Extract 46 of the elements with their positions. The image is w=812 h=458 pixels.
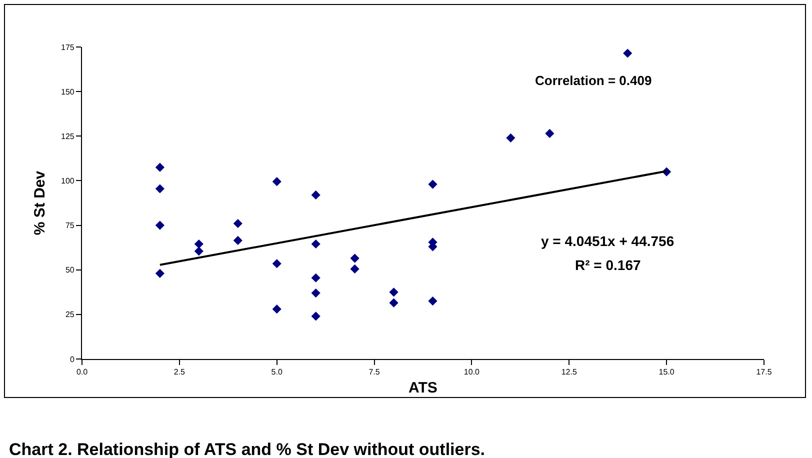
y-axis-title: % St Dev bbox=[31, 170, 48, 236]
y-tick-label: 25 bbox=[65, 310, 75, 320]
y-tick-label: 125 bbox=[61, 132, 75, 141]
point bbox=[545, 128, 554, 138]
point bbox=[350, 264, 360, 274]
point bbox=[233, 236, 242, 245]
x-tick-label: 7.5 bbox=[368, 368, 380, 377]
point bbox=[155, 220, 164, 230]
point bbox=[623, 48, 632, 58]
point bbox=[272, 177, 282, 186]
point bbox=[155, 268, 164, 278]
point bbox=[311, 239, 320, 249]
annotation: Correlation = 0.409 bbox=[535, 73, 652, 88]
y-tick-label: 150 bbox=[61, 87, 75, 96]
point bbox=[311, 288, 320, 298]
point bbox=[311, 312, 320, 321]
point bbox=[389, 288, 398, 297]
point bbox=[194, 246, 204, 256]
point bbox=[155, 162, 164, 172]
y-tick-label: 175 bbox=[61, 42, 75, 52]
point bbox=[272, 259, 282, 268]
point bbox=[311, 273, 320, 282]
point bbox=[311, 190, 320, 200]
point bbox=[428, 180, 438, 189]
x-tick-label: 12.5 bbox=[561, 368, 578, 377]
x-tick-label: 5.0 bbox=[271, 368, 283, 377]
x-tick-label: 10.0 bbox=[464, 368, 480, 377]
x-tick-label: 0.0 bbox=[76, 368, 88, 377]
y-tick-label: 100 bbox=[61, 176, 75, 186]
y-tick-label: 0 bbox=[70, 354, 75, 364]
x-tick-label: 15.0 bbox=[658, 368, 675, 377]
x-tick-label: 17.5 bbox=[756, 368, 772, 377]
point bbox=[428, 296, 438, 306]
point bbox=[506, 133, 516, 142]
point bbox=[272, 304, 282, 314]
x-tick-label: 2.5 bbox=[174, 368, 186, 377]
point bbox=[233, 218, 242, 228]
y-tick-label: 50 bbox=[65, 266, 75, 275]
point bbox=[350, 254, 360, 263]
point bbox=[389, 298, 398, 308]
point bbox=[194, 239, 204, 249]
annotation: R² = 0.167 bbox=[575, 257, 641, 273]
x-axis-title: ATS bbox=[408, 380, 438, 397]
annotation: y = 4.0451x + 44.756 bbox=[541, 233, 674, 249]
y-tick-label: 75 bbox=[65, 221, 75, 230]
point bbox=[155, 184, 164, 194]
